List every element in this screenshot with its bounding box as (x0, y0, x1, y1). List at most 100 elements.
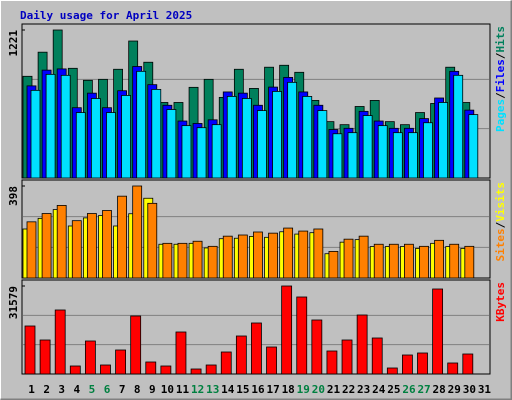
bar (102, 210, 112, 279)
bar (207, 245, 218, 279)
bar (192, 240, 203, 279)
bar (453, 74, 464, 179)
legend-entry: Pages (494, 99, 507, 132)
bar (404, 243, 414, 279)
bar (56, 205, 67, 279)
bar (343, 238, 354, 279)
bar (145, 361, 157, 375)
bar (222, 235, 233, 279)
bar (281, 285, 293, 375)
bar (45, 73, 56, 179)
bar (341, 339, 353, 375)
bar (419, 245, 429, 279)
bar (235, 335, 247, 375)
bar (90, 98, 101, 179)
bar (175, 331, 187, 375)
x-tick-label: 8 (134, 383, 141, 396)
bar (71, 220, 82, 279)
legend-entry: Visits (494, 182, 507, 222)
bar (181, 125, 192, 179)
x-tick-label: 26 (402, 383, 416, 396)
bar (190, 368, 202, 375)
bar (358, 235, 369, 279)
bar (302, 96, 313, 179)
bar (272, 91, 282, 179)
bar (205, 364, 217, 375)
bar (464, 245, 475, 279)
x-tick-label: 10 (161, 383, 174, 396)
bar (266, 346, 277, 375)
bar (69, 365, 81, 375)
bar (106, 112, 116, 179)
y-tick-label: 1221 (7, 30, 20, 57)
x-tick-label: 7 (119, 383, 126, 396)
legend-entry: Sites (494, 228, 507, 261)
bar (287, 81, 298, 179)
bar (447, 362, 459, 375)
x-tick-label: 11 (176, 383, 190, 396)
bar (371, 337, 383, 375)
x-tick-label: 14 (221, 383, 235, 396)
legend: Pages/Files/Hits (494, 26, 507, 132)
bar (151, 88, 162, 179)
x-tick-label: 1 (28, 383, 35, 396)
x-tick-label: 27 (417, 383, 430, 396)
bar (328, 251, 339, 279)
x-tick-label: 22 (342, 383, 355, 396)
x-tick-label: 2 (43, 383, 50, 396)
bar (26, 221, 37, 279)
bar (100, 364, 111, 375)
bar (377, 125, 388, 179)
legend-separator: / (494, 52, 507, 59)
bar (462, 353, 474, 375)
bar (392, 132, 403, 179)
bar (24, 325, 36, 375)
x-tick-label: 9 (149, 383, 156, 396)
bar (434, 239, 445, 279)
x-tick-label: 17 (266, 383, 279, 396)
x-tick-label: 31 (478, 383, 492, 396)
bar (226, 96, 237, 179)
bar (196, 127, 207, 179)
bar (268, 232, 278, 279)
x-tick-label: 12 (191, 383, 204, 396)
bar (211, 124, 222, 179)
x-tick-label: 29 (448, 383, 461, 396)
x-tick-label: 3 (58, 383, 65, 396)
bar (332, 133, 343, 179)
bar (298, 230, 309, 279)
bar (241, 98, 252, 179)
chart-title: Daily usage for April 2025 (20, 9, 192, 22)
bar (237, 234, 248, 279)
x-tick-label: 16 (251, 383, 265, 396)
bar (417, 352, 428, 375)
x-tick-label: 4 (74, 383, 81, 396)
x-tick-label: 5 (89, 383, 96, 396)
bar (423, 122, 433, 179)
x-tick-label: 23 (357, 383, 370, 396)
bar (220, 351, 232, 375)
bar (166, 109, 177, 179)
bar (162, 242, 173, 279)
bar (317, 110, 328, 179)
legend-entry: Hits (494, 26, 507, 53)
bar (402, 354, 413, 375)
legend-entry: KBytes (494, 282, 507, 322)
bar (253, 231, 263, 279)
y-tick-label: 398 (7, 186, 20, 206)
x-tick-label: 30 (463, 383, 476, 396)
bar (347, 132, 358, 179)
legend: Sites/Visits (494, 182, 507, 262)
bar (326, 350, 338, 375)
legend-separator: / (494, 221, 507, 228)
bar (373, 243, 384, 279)
bar (136, 70, 147, 179)
bar (117, 195, 127, 279)
bar (75, 112, 86, 179)
bar (30, 89, 41, 179)
x-tick-label: 24 (372, 383, 386, 396)
bar (130, 315, 142, 375)
x-tick-label: 6 (104, 383, 111, 396)
